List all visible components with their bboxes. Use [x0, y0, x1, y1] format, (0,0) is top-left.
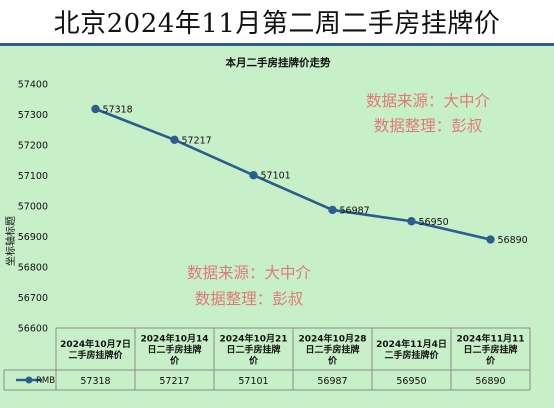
y-tick-label: 56700 [18, 293, 48, 304]
x-category-line: 日二手房挂牌 [305, 344, 359, 356]
y-tick-label: 57000 [18, 202, 48, 213]
watermark-editor: 数据整理：彭叔 [195, 290, 304, 308]
x-category-line: 日二手房挂牌 [463, 344, 517, 356]
data-label: 56950 [419, 217, 449, 228]
y-tick-label: 57100 [18, 171, 48, 182]
series-polyline [95, 107, 491, 241]
x-category-label: 2024年10月14 日二手房挂牌价 [140, 333, 208, 367]
chart-title: 本月二手房挂牌价走势 [226, 56, 331, 69]
x-category-line: 价 [249, 356, 259, 367]
watermark-editor: 数据整理：彭叔 [374, 117, 483, 135]
x-category-line: 2024年10月28 [298, 333, 366, 345]
y-tick-label: 57300 [18, 110, 48, 121]
x-category-line: 日二手房挂牌 [147, 344, 201, 356]
data-point [328, 205, 337, 215]
data-label: 57101 [261, 171, 291, 182]
legend-label: RMB [36, 376, 55, 386]
line-chart: 本月二手房挂牌价走势 坐标轴标题 56600 56700 56800 56900 570… [3, 56, 531, 391]
y-tick-label: 56600 [18, 324, 48, 335]
x-category-line: 价 [486, 356, 496, 367]
data-point [170, 135, 179, 145]
y-axis: 56600 56700 56800 56900 57000 57100 57200 57300… [18, 80, 48, 335]
watermark-source: 数据来源：大中介 [366, 92, 491, 110]
table-value: 57101 [238, 376, 268, 387]
table-value: 57217 [159, 376, 189, 387]
table-value: 56950 [396, 376, 426, 387]
data-label: 56890 [498, 235, 528, 246]
x-category-line: 价 [170, 356, 180, 367]
table-value: 56987 [317, 376, 347, 387]
data-label: 57318 [103, 105, 133, 116]
watermark-top: 数据来源：大中介 数据整理：彭叔 [366, 92, 491, 135]
x-category-line: 二手房挂牌价 [68, 349, 123, 361]
data-point [486, 235, 495, 244]
banner-title: 北京2024年11月第二周二手房挂牌价 [53, 9, 501, 39]
data-label: 56987 [340, 205, 370, 216]
x-category-line: 2024年11月4日 [376, 338, 447, 350]
y-tick-label: 57400 [18, 80, 48, 91]
x-category-line: 2024年10月7日 [60, 338, 131, 350]
watermark-bottom: 数据来源：大中介 数据整理：彭叔 [187, 264, 312, 308]
table-value: 56890 [475, 376, 505, 387]
table-value: 57318 [80, 376, 110, 387]
series-line: 57318 57217 57101 56987 56950 56890 [91, 104, 528, 246]
data-point [407, 217, 416, 226]
y-tick-label: 56800 [18, 263, 48, 274]
y-axis-title: 坐标轴标题 [4, 216, 17, 266]
legend-marker [25, 376, 33, 384]
x-category-line: 2024年11月11 [456, 333, 524, 345]
x-category-label: 2024年10月21 日二手房挂牌价 [219, 333, 287, 367]
data-point [249, 170, 258, 180]
data-point [91, 104, 100, 114]
x-category-line: 二手房挂牌价 [384, 349, 439, 361]
banner: 北京2024年11月第二周二手房挂牌价 [0, 0, 554, 46]
x-category-label: 2024年11月4日二手房挂牌价 [376, 338, 447, 361]
x-category-label: 2024年10月7日二手房挂牌价 [60, 338, 131, 361]
x-category-line: 2024年10月21 [219, 333, 287, 345]
x-category-line: 日二手房挂牌 [226, 344, 280, 356]
x-category-line: 2024年10月14 [140, 333, 208, 345]
watermark-source: 数据来源：大中介 [187, 264, 312, 282]
x-category-line: 价 [328, 356, 338, 367]
x-category-label: 2024年11月11 日二手房挂牌价 [456, 333, 524, 367]
data-label: 57217 [182, 135, 212, 146]
y-tick-label: 56900 [18, 232, 48, 243]
y-tick-label: 57200 [18, 141, 48, 152]
x-category-label: 2024年10月28 日二手房挂牌价 [298, 333, 366, 367]
